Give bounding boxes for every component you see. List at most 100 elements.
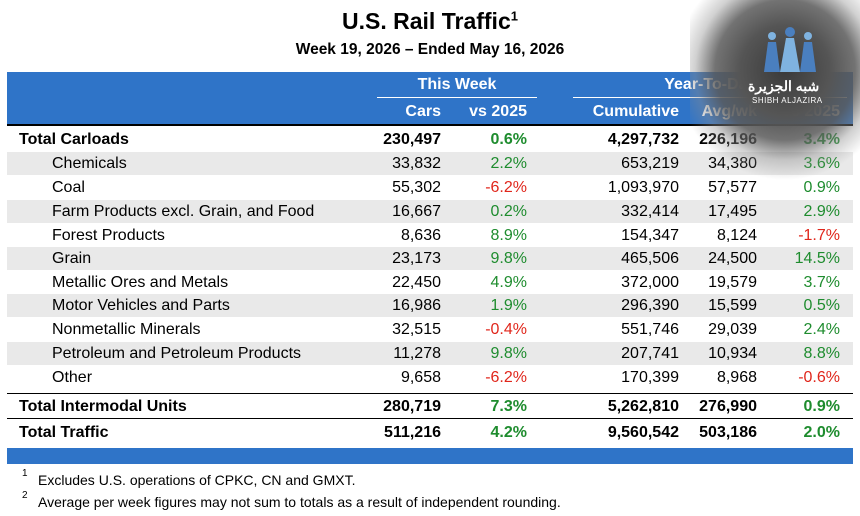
row-label: Grain — [52, 250, 92, 267]
table-row: Forest Products 8,636 8.9% 154,347 8,124 -1.7… — [7, 224, 853, 247]
footnote-1: 1 Excludes U.S. operations of CPKC, CN an… — [22, 468, 356, 488]
avg-wk-value: 8,124 — [716, 227, 757, 244]
cars-value: 23,173 — [392, 250, 441, 267]
ytd-vs-2025-value: 2.9% — [803, 203, 840, 220]
cumulative-value: 465,506 — [621, 250, 679, 267]
cumulative-value: 9,560,542 — [607, 424, 679, 441]
table-row: Farm Products excl. Grain, and Food 16,66… — [7, 200, 853, 223]
cars-value: 33,832 — [392, 155, 441, 172]
row-label: Forest Products — [52, 227, 165, 244]
ytd-vs-2025-value: -1.7% — [798, 227, 840, 244]
avg-wk-value: 503,186 — [699, 424, 757, 441]
table-row: Coal 55,302 -6.2% 1,093,970 57,577 0.9% — [7, 176, 853, 199]
ytd-vs-2025-value: 0.9% — [803, 398, 840, 415]
cars-value: 22,450 — [392, 274, 441, 291]
footnote-1-mark: 1 — [22, 468, 28, 479]
row-label: Total Traffic — [19, 424, 109, 441]
row-label: Total Intermodal Units — [19, 398, 187, 415]
footnote-2: 2 Average per week figures may not sum to… — [22, 490, 561, 510]
ytd-vs-2025-value: -0.6% — [798, 369, 840, 386]
ytd-vs-2025-value: 14.5% — [794, 250, 840, 267]
ytd-vs-2025-value: 3.6% — [803, 155, 840, 172]
cars-value: 11,278 — [393, 345, 441, 362]
vs-2025-value: 9.8% — [490, 345, 527, 362]
page-subtitle: Week 19, 2026 – Ended May 16, 2026 — [295, 41, 565, 58]
cars-value: 230,497 — [383, 131, 441, 148]
header-ytd-vs-2025: vs 2025 — [782, 103, 840, 120]
header-this-week-rule — [377, 97, 537, 98]
cumulative-value: 296,390 — [621, 297, 679, 314]
cars-value: 55,302 — [392, 179, 441, 196]
footnote-1-text: Excludes U.S. operations of CPKC, CN and… — [38, 472, 356, 488]
cumulative-value: 5,262,810 — [607, 398, 679, 415]
footnote-2-mark: 2 — [22, 490, 28, 501]
header-cars: Cars — [405, 103, 441, 120]
row-label: Motor Vehicles and Parts — [52, 297, 230, 314]
vs-2025-value: 0.6% — [490, 131, 527, 148]
avg-wk-value: 276,990 — [699, 398, 757, 415]
row-label: Other — [52, 369, 93, 386]
vs-2025-value: 4.9% — [490, 274, 527, 291]
title-footnote-mark: 1 — [510, 8, 518, 24]
table-row: Chemicals 33,832 2.2% 653,219 34,380 3.6% — [7, 152, 853, 175]
cumulative-value: 4,297,732 — [607, 131, 679, 148]
header-year-to-date: Year-To-Date — [664, 76, 762, 93]
table-row: Total Traffic 511,216 4.2% 9,560,542 503,186… — [7, 421, 853, 444]
avg-wk-value: 29,039 — [708, 321, 757, 338]
cars-value: 511,216 — [384, 424, 441, 441]
header-separator — [7, 124, 853, 126]
cars-value: 16,667 — [392, 203, 441, 220]
row-label: Petroleum and Petroleum Products — [52, 345, 302, 362]
cumulative-value: 653,219 — [621, 155, 679, 172]
vs-2025-value: 7.3% — [490, 398, 527, 415]
table-row: Motor Vehicles and Parts 16,986 1.9% 296,39… — [7, 294, 853, 317]
avg-wk-value: 8,968 — [716, 369, 757, 386]
row-label: Nonmetallic Minerals — [52, 321, 201, 338]
vs-2025-value: 0.2% — [490, 203, 527, 220]
avg-wk-value: 17,495 — [708, 203, 757, 220]
table-row: Metallic Ores and Metals 22,450 4.9% 372,00… — [7, 271, 853, 294]
cumulative-value: 207,741 — [621, 345, 679, 362]
avg-wk-value: 10,934 — [708, 345, 757, 362]
table-row: Nonmetallic Minerals 32,515 -0.4% 551,746 29… — [7, 318, 853, 341]
row-label: Coal — [52, 179, 85, 196]
vs-2025-value: 4.2% — [490, 424, 527, 441]
traffic-separator — [7, 418, 853, 419]
header-cumulative: Cumulative — [592, 103, 679, 120]
page-title: U.S. Rail Traffic1 — [0, 8, 860, 35]
table-row: Grain 23,173 9.8% 465,506 24,500 14.5% — [7, 247, 853, 270]
intermodal-separator — [7, 393, 853, 394]
table-row: Other 9,658 -6.2% 170,399 8,968 -0.6% — [7, 366, 853, 389]
vs-2025-value: -0.4% — [485, 321, 527, 338]
cumulative-value: 154,347 — [621, 227, 679, 244]
cumulative-value: 551,746 — [621, 321, 679, 338]
row-label: Farm Products excl. Grain, and Food — [52, 203, 315, 220]
vs-2025-value: 2.2% — [490, 155, 527, 172]
ytd-vs-2025-value: 2.4% — [803, 321, 840, 338]
vs-2025-value: 9.8% — [490, 250, 527, 267]
ytd-vs-2025-value: 3.7% — [803, 274, 840, 291]
table-row: Total Carloads 230,497 0.6% 4,297,732 226,19… — [7, 128, 853, 151]
table-row: Petroleum and Petroleum Products 11,278 9.… — [7, 342, 853, 365]
table-header: This Week Year-To-Date Cars vs 2025 Cumu… — [7, 72, 853, 124]
header-vs-2025: vs 2025 — [469, 103, 527, 120]
header-ytd-rule — [573, 97, 847, 98]
avg-wk-value: 57,577 — [708, 179, 757, 196]
avg-wk-value: 24,500 — [708, 250, 757, 267]
cars-value: 16,986 — [392, 297, 441, 314]
vs-2025-value: 8.9% — [490, 227, 527, 244]
cars-value: 9,658 — [400, 369, 441, 386]
header-avg-wk: Avg/wk — [701, 103, 757, 120]
cumulative-value: 170,399 — [621, 369, 679, 386]
table-footer-bar — [7, 448, 853, 464]
cumulative-value: 332,414 — [621, 203, 679, 220]
row-label: Metallic Ores and Metals — [52, 274, 229, 291]
cumulative-value: 1,093,970 — [607, 179, 679, 196]
row-label: Chemicals — [52, 155, 127, 172]
row-label: Total Carloads — [19, 131, 129, 148]
ytd-vs-2025-value: 3.4% — [803, 131, 840, 148]
avg-wk-value: 15,599 — [708, 297, 757, 314]
vs-2025-value: -6.2% — [485, 369, 527, 386]
avg-wk-value: 226,196 — [699, 131, 757, 148]
title-text: U.S. Rail Traffic — [342, 8, 511, 34]
